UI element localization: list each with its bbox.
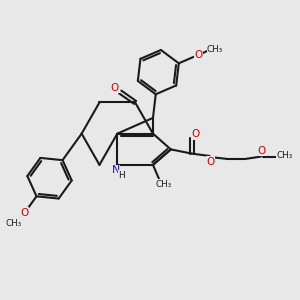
- Text: O: O: [21, 208, 29, 218]
- Text: N: N: [112, 165, 120, 175]
- Text: CH₃: CH₃: [207, 45, 223, 54]
- Text: O: O: [191, 129, 200, 139]
- Text: O: O: [194, 50, 202, 60]
- Text: O: O: [206, 157, 214, 167]
- Text: CH₃: CH₃: [276, 152, 292, 160]
- Text: CH₃: CH₃: [5, 219, 22, 228]
- Text: O: O: [111, 83, 119, 93]
- Text: CH₃: CH₃: [156, 180, 172, 189]
- Text: O: O: [257, 146, 266, 156]
- Text: H: H: [118, 171, 125, 180]
